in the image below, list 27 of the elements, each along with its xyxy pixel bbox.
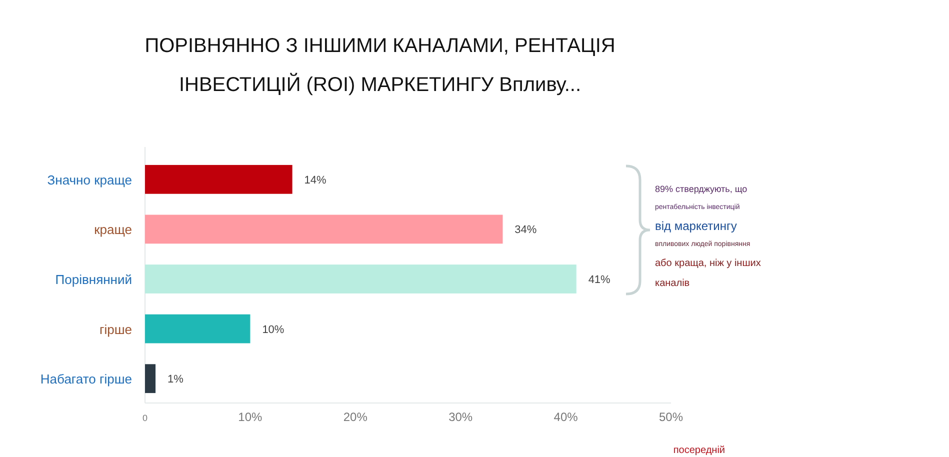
x-tick-label: 50% xyxy=(658,410,684,424)
data-label: 1% xyxy=(168,374,184,386)
data-label: 14% xyxy=(304,174,327,186)
y-tick-label: гірше xyxy=(99,322,132,337)
annotation: або краща, ніж у інших xyxy=(655,258,761,269)
bar xyxy=(145,164,292,194)
y-tick-label: Порівнянний xyxy=(55,272,132,287)
y-tick-label: Набагато гірше xyxy=(40,372,132,387)
y-tick-label: Значно краще xyxy=(47,172,132,188)
data-label: 10% xyxy=(262,324,284,336)
annotation: від маркетингу xyxy=(655,219,737,233)
data-label: 34% xyxy=(514,224,537,236)
x-tick-label: 0 xyxy=(142,413,148,423)
annotation: каналів xyxy=(655,278,690,289)
annotation: 89% стверджують, що xyxy=(655,184,748,194)
bar xyxy=(145,314,250,344)
y-tick-label: краще xyxy=(94,222,132,238)
bar xyxy=(145,364,156,394)
text: посередній xyxy=(673,445,725,456)
data-label: 41% xyxy=(588,274,611,286)
x-tick-label: 40% xyxy=(554,410,578,424)
bar xyxy=(145,214,503,244)
bar xyxy=(145,264,576,294)
x-tick-label: 10% xyxy=(238,410,263,424)
chart-title: ПОРІВНЯННО З ІНШИМИ КАНАЛАМИ, РЕНТАЦІЯ ІНВЕСТИЦІЙ (ROI) МАРКЕТИНГУ Впливу... xyxy=(144,35,616,96)
x-tick-label: 20% xyxy=(343,410,368,424)
x-tick-label: 30% xyxy=(448,410,473,424)
